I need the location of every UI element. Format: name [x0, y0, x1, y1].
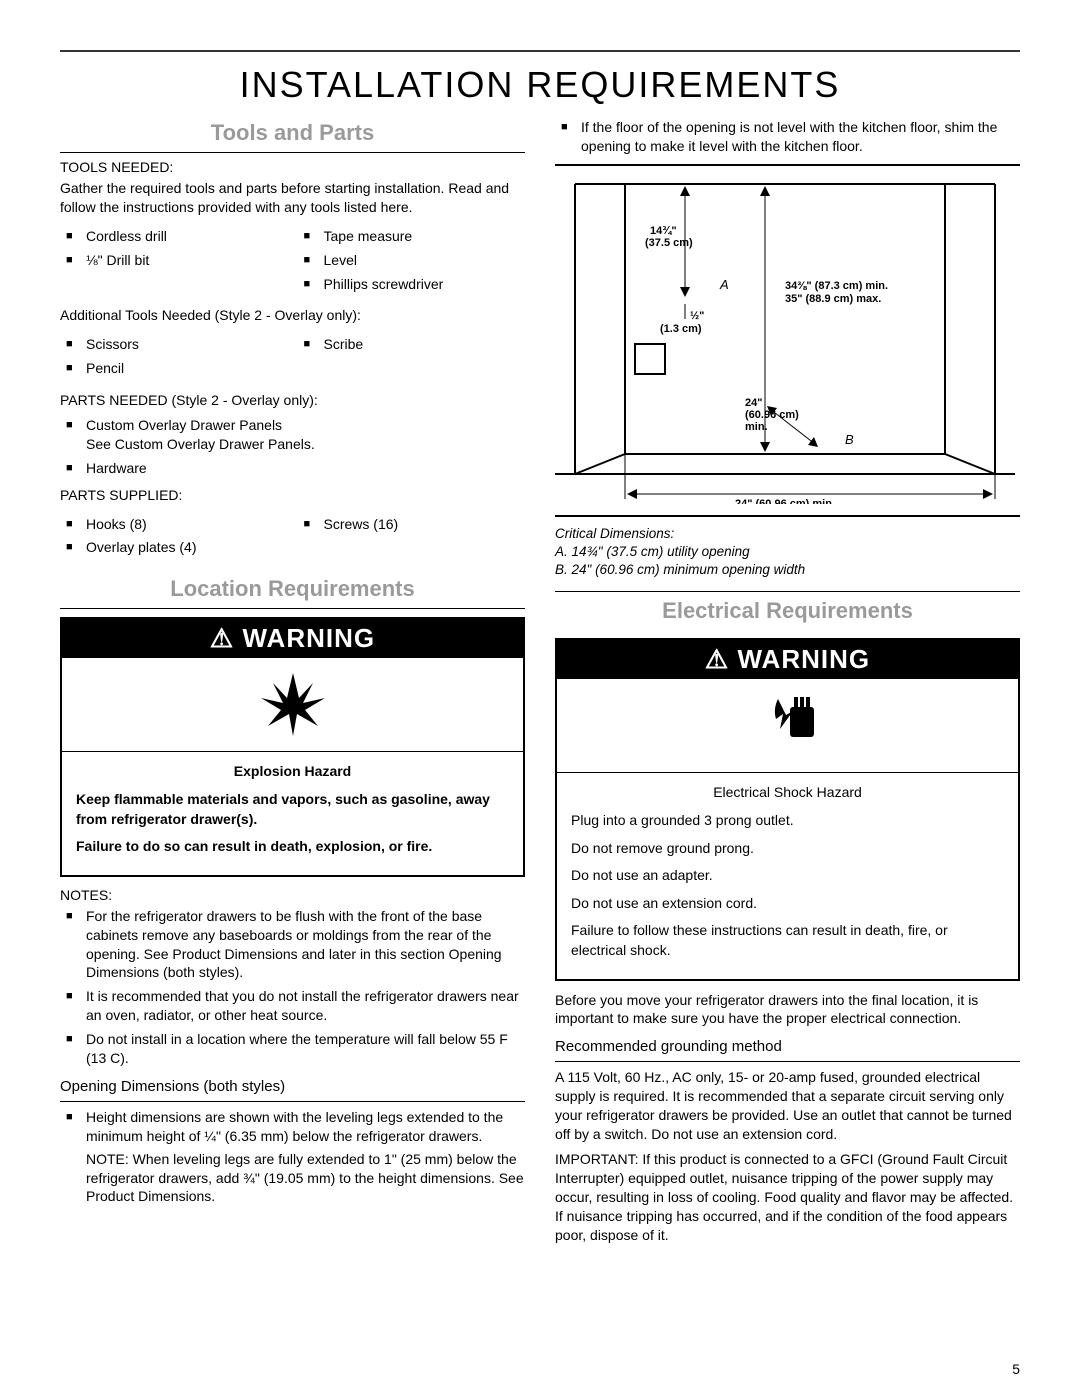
list-item: Hardware: [60, 459, 525, 478]
addl-tools-label: Additional Tools Needed (Style 2 - Overl…: [60, 306, 525, 325]
opening-a: Height dimensions are shown with the lev…: [86, 1109, 503, 1144]
list-item: Overlay plates (4): [60, 538, 288, 557]
letter-b: B: [845, 432, 854, 447]
shock-warning-box: WARNING Electrical Shock Hazard Plug int…: [555, 638, 1020, 980]
grounding-title: Recommended grounding method: [555, 1038, 1020, 1055]
electrical-heading: Electrical Requirements: [555, 598, 1020, 630]
parts-supplied-label: PARTS SUPPLIED:: [60, 486, 525, 505]
tools-intro: Gather the required tools and parts befo…: [60, 179, 525, 217]
page-title: INSTALLATION REQUIREMENTS: [60, 64, 1020, 106]
explosion-line1: Keep flammable materials and vapors, suc…: [76, 790, 509, 829]
list-item: Phillips screwdriver: [298, 275, 526, 294]
list-item: Height dimensions are shown with the lev…: [60, 1108, 525, 1206]
list-item: For the refrigerator drawers to be flush…: [60, 907, 525, 983]
dim-bottom: 24" (60.96 cm) min.: [735, 498, 835, 504]
dim-w24b: (60.96 cm): [745, 409, 799, 421]
left-column: Tools and Parts TOOLS NEEDED: Gather the…: [60, 114, 525, 1250]
page-number: 5: [1012, 1361, 1020, 1377]
dim-w24: 24": [745, 397, 762, 409]
explosion-warning-box: WARNING Explosion Hazard Keep flammable …: [60, 617, 525, 876]
location-heading: Location Requirements: [60, 576, 525, 609]
caption-title: Critical Dimensions:: [555, 525, 1020, 543]
shock-2: Do not remove ground prong.: [571, 839, 1004, 859]
dim-14b: (37.5 cm): [645, 237, 693, 249]
opening-dims-title: Opening Dimensions (both styles): [60, 1078, 525, 1095]
two-column-layout: Tools and Parts TOOLS NEEDED: Gather the…: [60, 114, 1020, 1250]
grounding-body: A 115 Volt, 60 Hz., AC only, 15- or 20-a…: [555, 1068, 1020, 1144]
tools-list: Cordless drill ⅛" Drill bit Tape measure…: [60, 223, 525, 307]
list-item: It is recommended that you do not instal…: [60, 987, 525, 1025]
list-item: Screws (16): [298, 515, 526, 534]
shock-4: Do not use an extension cord.: [571, 894, 1004, 914]
list-item: Do not install in a location where the t…: [60, 1030, 525, 1068]
dim-wmin: min.: [745, 421, 768, 433]
dim-half-b: (1.3 cm): [660, 323, 702, 335]
dim-hmax: 35" (88.9 cm) max.: [785, 293, 881, 305]
caption-a: A. 14¾" (37.5 cm) utility opening: [555, 543, 1020, 561]
list-item: Tape measure: [298, 227, 526, 246]
notes-label: NOTES:: [60, 887, 525, 903]
tools-needed-label: TOOLS NEEDED:: [60, 159, 525, 175]
warning-header: WARNING: [557, 640, 1018, 679]
warning-header: WARNING: [62, 619, 523, 658]
list-item: Scissors: [60, 335, 288, 354]
opening-note: NOTE: When leveling legs are fully exten…: [86, 1150, 525, 1207]
elec-intro: Before you move your refrigerator drawer…: [555, 991, 1020, 1029]
list-item: Pencil: [60, 359, 288, 378]
list-item: Level: [298, 251, 526, 270]
shock-icon: [557, 679, 1018, 773]
dim-half: ½": [690, 310, 704, 322]
parts-needed-label: PARTS NEEDED (Style 2 - Overlay only):: [60, 391, 525, 410]
explosion-title: Explosion Hazard: [76, 762, 509, 782]
dim-14: 14¾": [650, 225, 677, 237]
right-column: If the floor of the opening is not level…: [555, 114, 1020, 1250]
list-item: Cordless drill: [60, 227, 288, 246]
tools-parts-heading: Tools and Parts: [60, 120, 525, 153]
shock-1: Plug into a grounded 3 prong outlet.: [571, 811, 1004, 831]
shock-3: Do not use an adapter.: [571, 866, 1004, 886]
list-item: If the floor of the opening is not level…: [555, 118, 1020, 156]
important-text: IMPORTANT: If this product is connected …: [555, 1150, 1020, 1244]
opening-diagram: 14¾" (37.5 cm) A 34⅜" (87.3 cm) min. 35"…: [555, 164, 1020, 517]
letter-a: A: [719, 277, 729, 292]
dim-hmin: 34⅜" (87.3 cm) min.: [785, 280, 888, 292]
list-item: ⅛" Drill bit: [60, 251, 288, 270]
top-rule: [60, 50, 1020, 52]
list-item: Scribe: [298, 335, 526, 354]
diagram-caption: Critical Dimensions: A. 14¾" (37.5 cm) u…: [555, 525, 1020, 580]
shock-title: Electrical Shock Hazard: [571, 783, 1004, 803]
explosion-icon: [62, 658, 523, 752]
explosion-line2: Failure to do so can result in death, ex…: [76, 837, 509, 857]
list-item: Custom Overlay Drawer Panels See Custom …: [60, 416, 525, 454]
caption-b: B. 24" (60.96 cm) minimum opening width: [555, 561, 1020, 579]
list-item: Hooks (8): [60, 515, 288, 534]
shock-5: Failure to follow these instructions can…: [571, 921, 1004, 960]
